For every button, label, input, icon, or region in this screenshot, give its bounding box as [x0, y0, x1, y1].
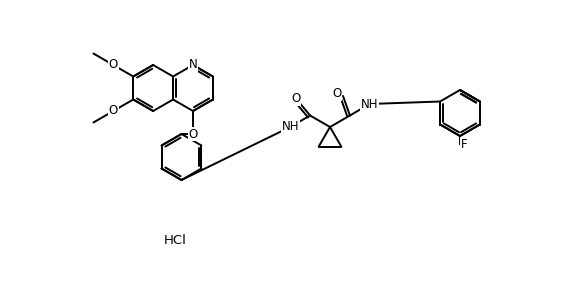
Text: N: N [188, 58, 198, 71]
Text: O: O [188, 128, 198, 141]
Text: HCl: HCl [163, 234, 187, 247]
Text: NH: NH [361, 98, 378, 111]
Text: O: O [332, 88, 341, 101]
Text: O: O [108, 58, 118, 71]
Text: O: O [108, 105, 118, 118]
Text: F: F [461, 137, 467, 151]
Text: NH: NH [282, 120, 299, 134]
Text: O: O [291, 92, 300, 105]
